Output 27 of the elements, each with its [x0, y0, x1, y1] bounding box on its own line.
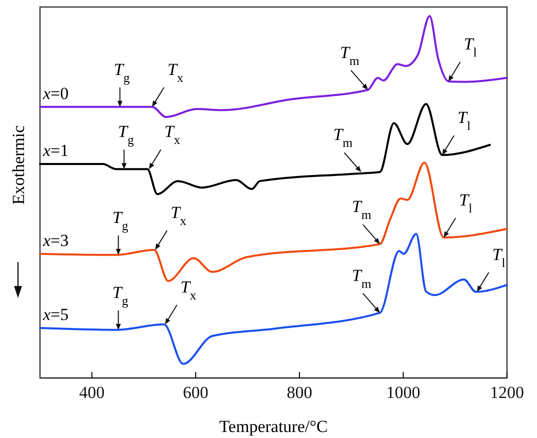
series-label: x=5 — [42, 305, 69, 324]
annotation: T$_{g}$ — [112, 208, 129, 233]
series-label: x=1 — [42, 141, 69, 160]
annotation: T$_{l}$ — [458, 108, 472, 134]
annotation: T$_{m}$ — [352, 197, 372, 222]
annotation: T$_{x}$ — [164, 122, 181, 148]
annotation: T$_{g}$ — [112, 282, 129, 308]
x-tick-label: 400 — [79, 383, 105, 402]
annotation: T$_{l}$ — [459, 190, 473, 216]
annotation: T$_{x}$ — [167, 60, 184, 85]
annotation: T$_{l}$ — [492, 244, 506, 270]
annotation: T$_{g}$ — [114, 60, 130, 85]
annotation: T$_{x}$ — [180, 277, 197, 302]
annotation: T$_{m}$ — [333, 125, 353, 150]
annotation: T$_{x}$ — [170, 202, 188, 228]
x-tick-label: 600 — [182, 383, 208, 402]
annotation: T$_{g}$ — [118, 122, 135, 148]
x-axis-title: Temperature/°C — [219, 417, 328, 436]
y-axis-title: Exothermic — [9, 124, 28, 205]
x-tick-label: 1000 — [386, 383, 420, 402]
annotation: T$_{m}$ — [352, 266, 372, 291]
annotation: T$_{m}$ — [340, 42, 360, 68]
x-tick-label: 1200 — [490, 383, 524, 402]
series-label: x=3 — [42, 230, 69, 250]
annotation: T$_{l}$ — [464, 34, 478, 60]
series-label: x=0 — [42, 84, 69, 103]
x-tick-label: 800 — [286, 383, 312, 402]
